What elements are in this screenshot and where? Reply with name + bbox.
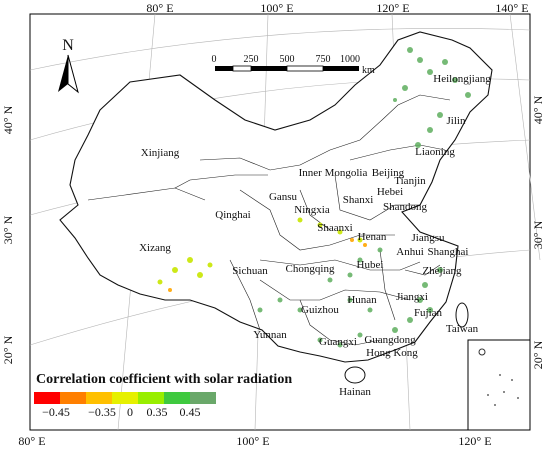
legend-label-3: 0 <box>127 405 133 419</box>
inset-box <box>467 339 531 431</box>
lon-top-120: 120° E <box>376 1 409 15</box>
legend-swatch-4 <box>112 392 138 404</box>
label-guizhou: Guizhou <box>301 304 339 316</box>
scale-seg-4 <box>286 65 324 72</box>
taiwan-island <box>455 302 469 328</box>
label-shanxi: Shanxi <box>343 194 374 206</box>
north-letter: N <box>62 37 74 54</box>
lat-right-20: 20° N <box>531 340 545 369</box>
lon-top-100: 100° E <box>260 1 293 15</box>
label-hubei: Hubei <box>357 259 384 271</box>
label-inner-mongolia: Inner Mongolia <box>299 167 368 179</box>
north-arrow-right <box>67 54 79 94</box>
hainan-island <box>344 366 366 384</box>
legend: Correlation coefficient with solar radia… <box>34 372 292 419</box>
label-guangxi: Guangxi <box>319 336 357 348</box>
legend-label-1: −0.45 <box>42 405 70 419</box>
green-pixels <box>257 47 471 348</box>
lat-left-20: 20° N <box>1 335 15 364</box>
province-boundaries <box>87 94 451 346</box>
scale-tick-1000: 1000 <box>340 54 360 65</box>
label-qinghai: Qinghai <box>215 209 250 221</box>
china-outline <box>59 31 493 363</box>
lat-left-30: 30° N <box>1 215 15 244</box>
scale-tick-0: 0 <box>212 54 217 65</box>
label-jiangxi: Jiangxi <box>396 291 428 303</box>
legend-swatch-2 <box>60 392 86 404</box>
lon-bottom-100: 100° E <box>236 434 269 448</box>
label-guangdong: Guangdong <box>364 334 416 346</box>
label-heilongjiang: Heilongjiang <box>433 73 491 85</box>
label-ningxia: Ningxia <box>294 204 330 216</box>
label-henan: Henan <box>358 231 387 243</box>
legend-swatches <box>34 392 216 404</box>
label-tianjin: Tianjin <box>394 175 426 187</box>
label-sichuan: Sichuan <box>232 265 268 277</box>
label-xinjiang: Xinjiang <box>141 147 180 159</box>
label-jiangsu: Jiangsu <box>412 232 446 244</box>
legend-label-5: 0.45 <box>180 405 201 419</box>
legend-swatch-3 <box>86 392 112 404</box>
label-hong-kong: Hong Kong <box>366 347 418 359</box>
lat-left-40: 40° N <box>1 105 15 134</box>
label-shaanxi: Shaanxi <box>317 222 352 234</box>
lon-top-80: 80° E <box>146 1 173 15</box>
orange-pixels <box>168 238 367 292</box>
scale-seg-3 <box>251 66 287 71</box>
scale-tick-250: 250 <box>244 54 259 65</box>
scale-unit: km <box>362 65 375 76</box>
legend-swatch-1 <box>34 392 60 404</box>
lat-right-30: 30° N <box>531 220 545 249</box>
legend-swatch-7 <box>190 392 216 404</box>
yellow-green-pixels <box>157 217 363 285</box>
north-arrow-left <box>58 55 68 92</box>
legend-swatch-5 <box>138 392 164 404</box>
label-jilin: Jilin <box>447 115 466 127</box>
label-shandong: Shandong <box>383 201 428 213</box>
scale-seg-1 <box>215 66 233 71</box>
label-shanghai: Shanghai <box>428 246 469 258</box>
label-hebei: Hebei <box>377 186 403 198</box>
label-liaoning: Liaoning <box>415 146 455 158</box>
legend-swatch-6 <box>164 392 190 404</box>
scale-tick-750: 750 <box>316 54 331 65</box>
lon-top-140: 140° E <box>495 1 528 15</box>
label-hainan: Hainan <box>339 386 371 398</box>
label-fujian: Fujian <box>414 307 443 319</box>
legend-label-2: −0.35 <box>88 405 116 419</box>
label-taiwan: Taiwan <box>446 323 479 335</box>
scale-bar: 0 250 500 750 1000 km <box>212 54 376 76</box>
label-beijing: Beijing <box>372 167 405 179</box>
lat-right-40: 40° N <box>531 95 545 124</box>
lon-bottom-80: 80° E <box>18 434 45 448</box>
scale-seg-5 <box>323 66 359 71</box>
label-yunnan: Yunnan <box>253 329 287 341</box>
legend-title: Correlation coefficient with solar radia… <box>36 372 292 387</box>
legend-label-4: 0.35 <box>147 405 168 419</box>
label-zhejiang: Zhejiang <box>422 265 462 277</box>
scale-tick-500: 500 <box>280 54 295 65</box>
label-anhui: Anhui <box>396 246 424 258</box>
north-arrow: N <box>58 37 79 94</box>
scale-seg-2 <box>232 65 252 72</box>
label-hunan: Hunan <box>347 294 377 306</box>
label-gansu: Gansu <box>269 191 298 203</box>
label-chongqing: Chongqing <box>286 263 335 275</box>
label-xizang: Xizang <box>139 242 171 254</box>
inset-islands <box>478 348 519 406</box>
lon-bottom-120: 120° E <box>458 434 491 448</box>
